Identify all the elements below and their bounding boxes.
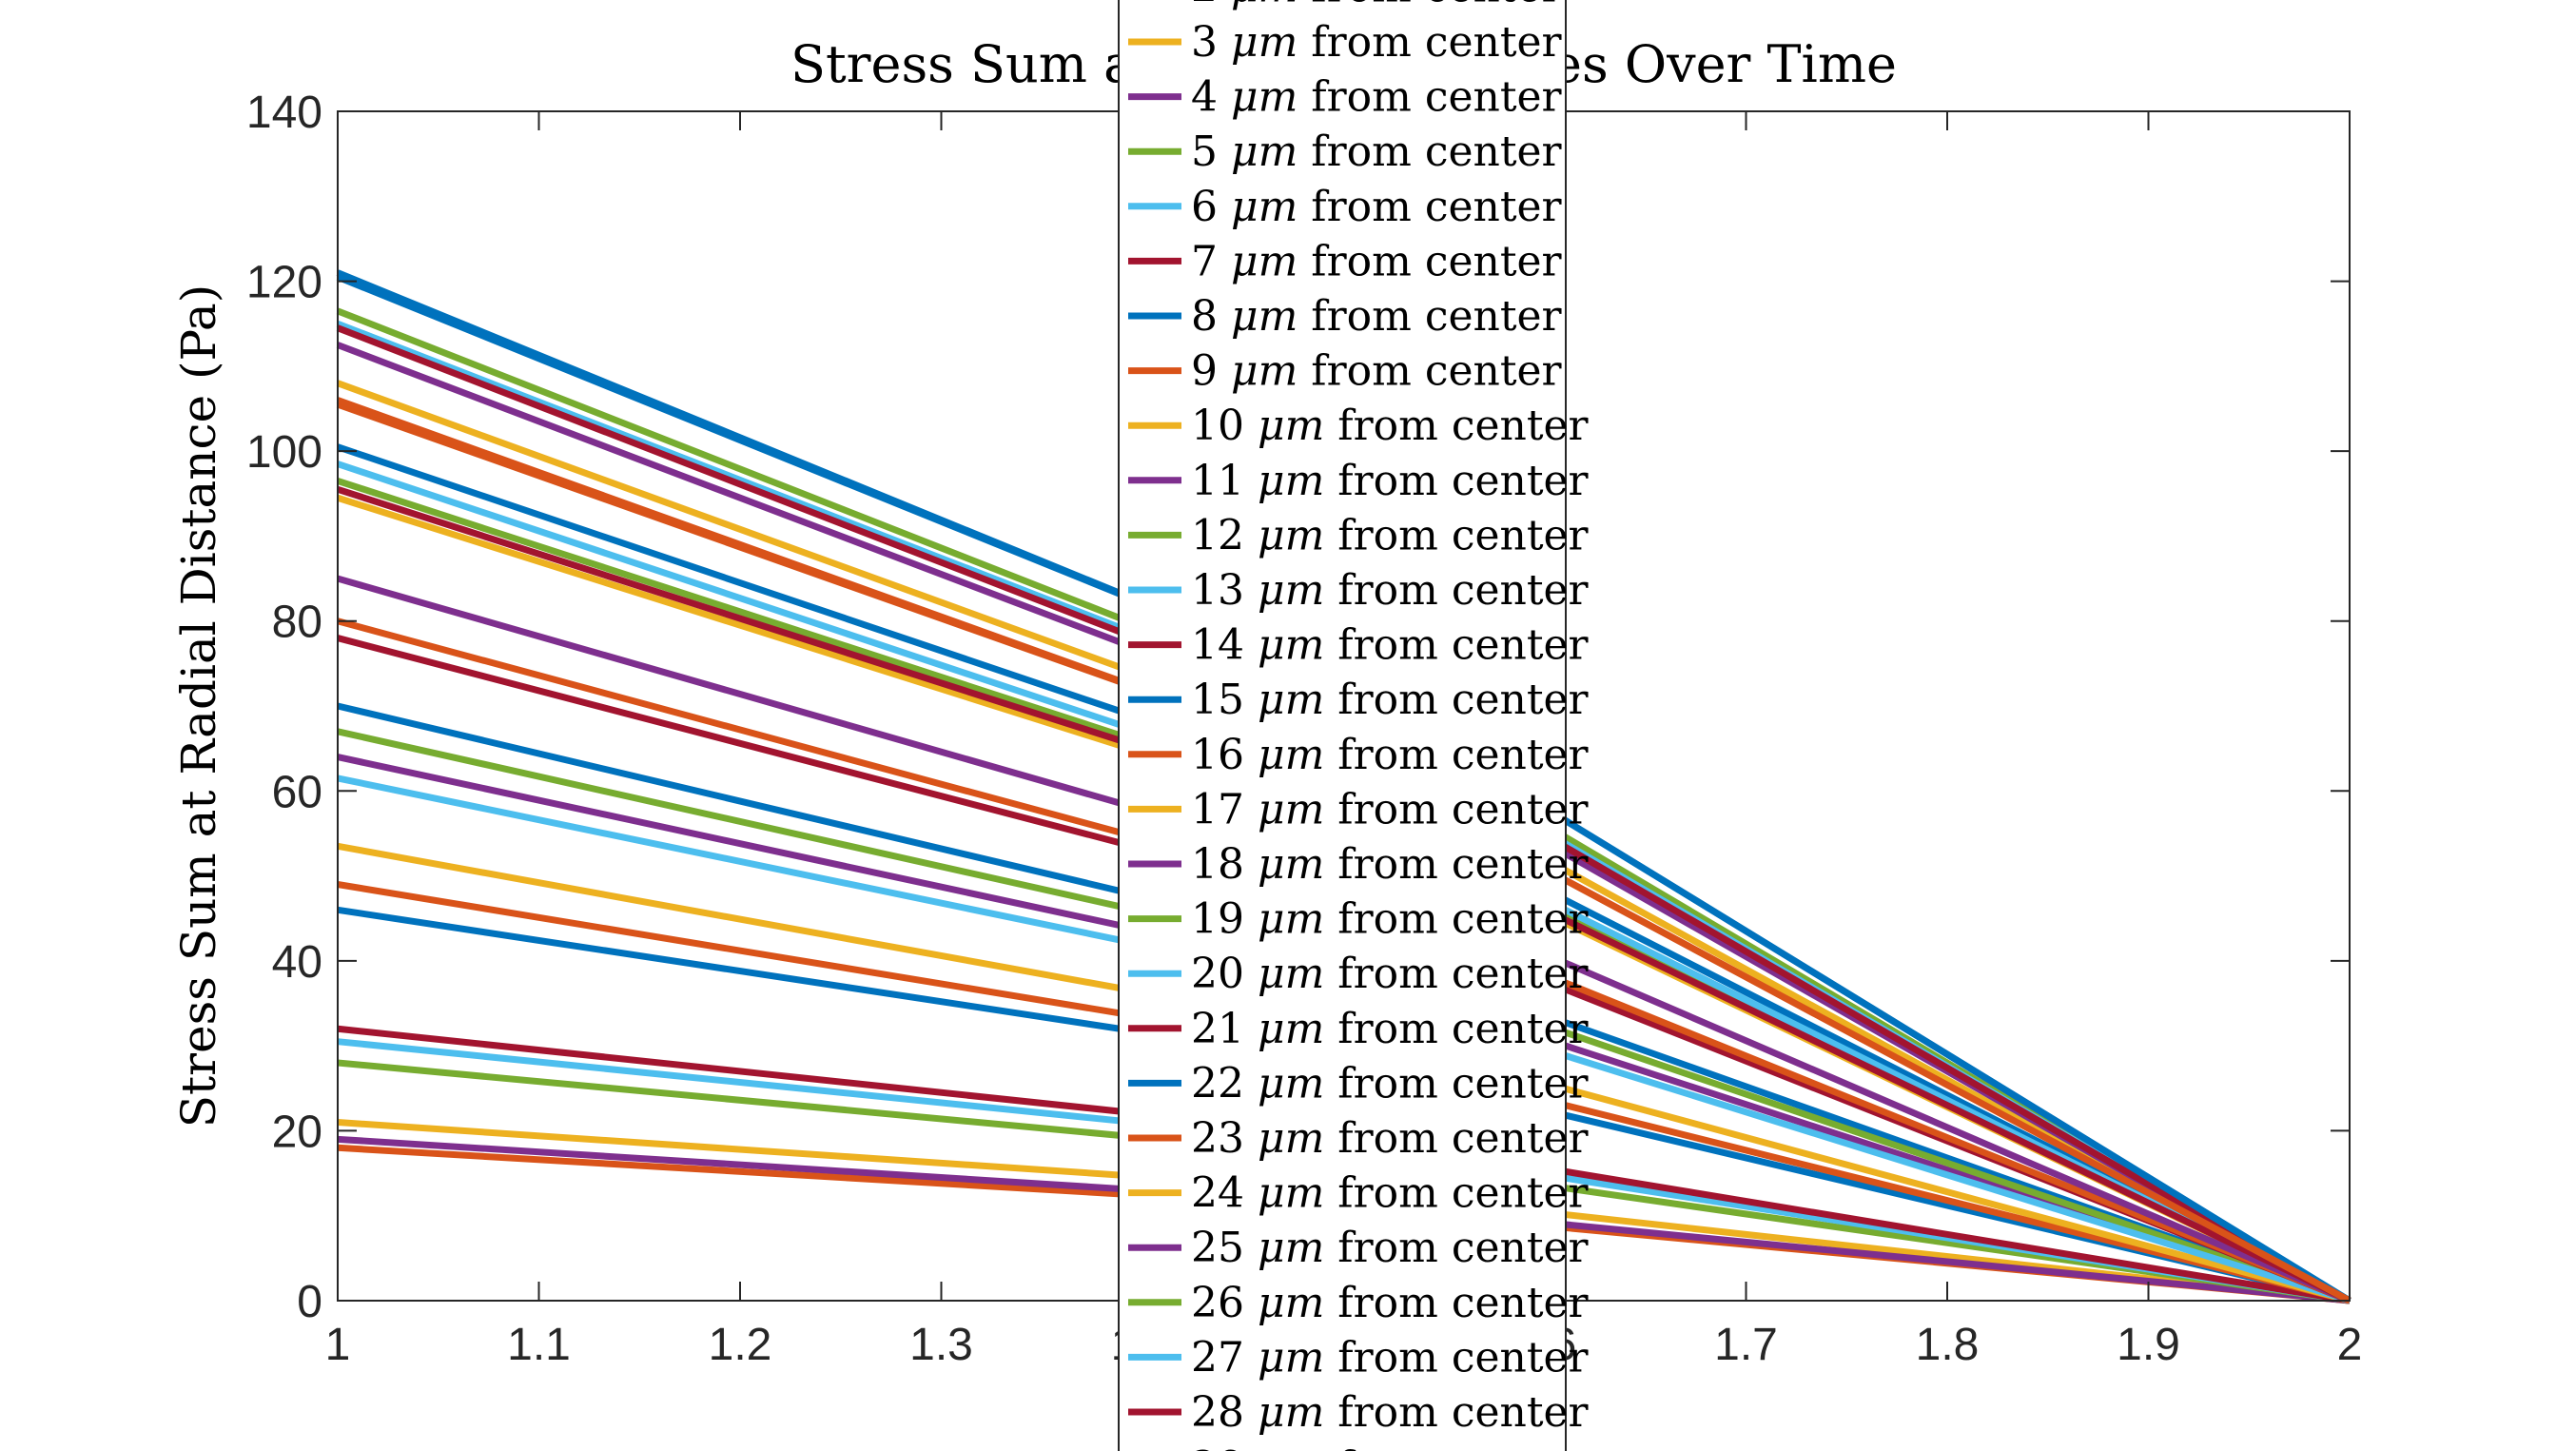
legend-box [1118, 0, 1567, 1451]
legend-label: 7 μm from center [1191, 237, 1563, 285]
legend-entry: 10 μm from center [1128, 402, 1590, 450]
legend-entry: 17 μm from center [1128, 785, 1590, 833]
x-tick-label: 1.8 [1916, 1320, 1980, 1370]
legend-label: 26 μm from center [1191, 1279, 1590, 1327]
legend-label: 2 μm from center [1191, 0, 1563, 11]
legend-entry: 22 μm from center [1128, 1059, 1590, 1108]
y-tick-label: 120 [246, 258, 322, 308]
legend-label: 22 μm from center [1191, 1059, 1590, 1108]
legend-label: 24 μm from center [1191, 1169, 1590, 1218]
legend-entry: 6 μm from center [1128, 183, 1563, 231]
x-tick-label: 1 [325, 1320, 351, 1370]
legend-entry: 28 μm from center [1128, 1388, 1590, 1437]
legend-label: 16 μm from center [1191, 731, 1590, 779]
legend-entry: 29 μm from center [1191, 1443, 1590, 1451]
y-tick-label: 20 [272, 1107, 322, 1157]
legend-label: 15 μm from center [1191, 676, 1590, 724]
legend-entry: 20 μm from center [1128, 950, 1590, 998]
legend-label: 10 μm from center [1191, 402, 1590, 450]
y-tick-label: 100 [246, 427, 322, 478]
legend-entry: 12 μm from center [1128, 511, 1590, 559]
x-tick-label: 2 [2337, 1320, 2363, 1370]
y-tick-label: 60 [272, 767, 322, 817]
legend-entry: 2 μm from center [1191, 0, 1563, 11]
legend-entry: 14 μm from center [1128, 621, 1590, 670]
x-tick-label: 1.3 [909, 1320, 973, 1370]
legend-label: 17 μm from center [1191, 785, 1590, 833]
legend-entry: 21 μm from center [1128, 1005, 1590, 1053]
legend-label: 20 μm from center [1191, 950, 1590, 998]
y-tick-label: 140 [246, 88, 322, 138]
legend-entry: 15 μm from center [1128, 676, 1590, 724]
legend-label: 11 μm from center [1191, 457, 1590, 505]
legend-label: 23 μm from center [1191, 1114, 1590, 1163]
legend-label: 6 μm from center [1191, 183, 1563, 231]
y-tick-label: 0 [297, 1277, 322, 1327]
legend-entry: 4 μm from center [1128, 73, 1563, 122]
x-tick-label: 1.2 [709, 1320, 772, 1370]
legend-entry: 5 μm from center [1128, 127, 1563, 176]
y-tick-label: 40 [272, 937, 322, 988]
legend-entry: 9 μm from center [1128, 347, 1563, 396]
x-tick-label: 1.9 [2117, 1320, 2180, 1370]
legend-entry: 24 μm from center [1128, 1169, 1590, 1218]
legend-entry: 25 μm from center [1128, 1224, 1590, 1272]
legend-label: 27 μm from center [1191, 1333, 1590, 1382]
legend-entry: 27 μm from center [1128, 1333, 1590, 1382]
legend-entry: 7 μm from center [1128, 237, 1563, 285]
x-tick-label: 1.7 [1714, 1320, 1778, 1370]
legend-entry: 8 μm from center [1128, 292, 1563, 341]
legend-entry: 3 μm from center [1128, 18, 1563, 67]
legend-entry: 11 μm from center [1128, 457, 1590, 505]
legend-label: 28 μm from center [1191, 1388, 1590, 1437]
legend-label: 14 μm from center [1191, 621, 1590, 670]
legend-label: 9 μm from center [1191, 347, 1563, 396]
y-axis-label: Stress Sum at Radial Distance (Pa) [171, 284, 226, 1127]
legend-entry: 23 μm from center [1128, 1114, 1590, 1163]
legend-label: 5 μm from center [1191, 127, 1563, 176]
legend-label: 18 μm from center [1191, 840, 1590, 889]
legend-label: 13 μm from center [1191, 566, 1590, 615]
legend-label: 4 μm from center [1191, 73, 1563, 122]
legend-label: 21 μm from center [1191, 1005, 1590, 1053]
legend-entry: 16 μm from center [1128, 731, 1590, 779]
x-tick-label: 1.1 [507, 1320, 571, 1370]
legend-entry: 19 μm from center [1128, 895, 1590, 944]
legend-label: 8 μm from center [1191, 292, 1563, 341]
legend-label: 3 μm from center [1191, 18, 1563, 67]
legend-entry: 13 μm from center [1128, 566, 1590, 615]
y-tick-label: 80 [272, 598, 322, 648]
legend-label: 29 μm from center [1191, 1443, 1590, 1451]
legend-entry: 18 μm from center [1128, 840, 1590, 889]
legend-label: 12 μm from center [1191, 511, 1590, 559]
legend-label: 25 μm from center [1191, 1224, 1590, 1272]
legend-entry: 26 μm from center [1128, 1279, 1590, 1327]
legend-label: 19 μm from center [1191, 895, 1590, 944]
